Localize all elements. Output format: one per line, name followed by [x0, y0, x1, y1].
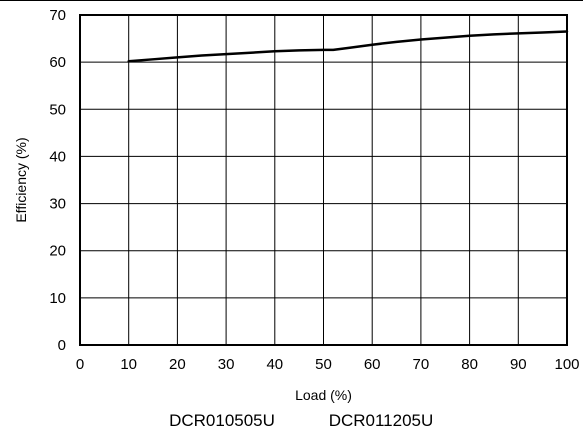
x-tick-label-30: 30	[218, 356, 235, 373]
x-tick-label-60: 60	[364, 356, 381, 373]
x-tick-label-90: 90	[510, 356, 527, 373]
series-line-0	[127, 30, 569, 63]
y-tick-label-0: 0	[58, 337, 66, 354]
y-tick-label-60: 60	[49, 54, 66, 71]
x-tick-label-80: 80	[461, 356, 478, 373]
plot-frame	[79, 14, 568, 346]
series-layer	[127, 30, 569, 63]
x-axis-title: Load (%)	[295, 387, 352, 403]
y-tick-label-10: 10	[49, 290, 66, 307]
x-tick-label-10: 10	[120, 356, 137, 373]
x-tick-label-50: 50	[315, 356, 332, 373]
x-tick-label-20: 20	[169, 356, 186, 373]
x-tick-label-100: 100	[554, 356, 579, 373]
y-axis-title: Efficiency (%)	[13, 137, 29, 222]
x-tick-label-70: 70	[413, 356, 430, 373]
x-tick-label-0: 0	[76, 356, 84, 373]
y-tick-labels: 0 10 20 30 40 50 60 70	[49, 7, 66, 354]
model-label-a: DCR010505U	[169, 411, 275, 430]
top-rule	[0, 0, 583, 1]
y-tick-label-40: 40	[49, 148, 66, 165]
model-label-b: DCR011205U	[329, 411, 434, 430]
grid	[79, 14, 568, 346]
y-tick-label-30: 30	[49, 196, 66, 213]
y-tick-label-20: 20	[49, 243, 66, 260]
y-tick-label-70: 70	[49, 7, 66, 24]
x-tick-label-40: 40	[266, 356, 283, 373]
y-tick-label-50: 50	[49, 101, 66, 118]
x-tick-labels: 0 10 20 30 40 50 60 70 80 90 100	[76, 356, 580, 373]
